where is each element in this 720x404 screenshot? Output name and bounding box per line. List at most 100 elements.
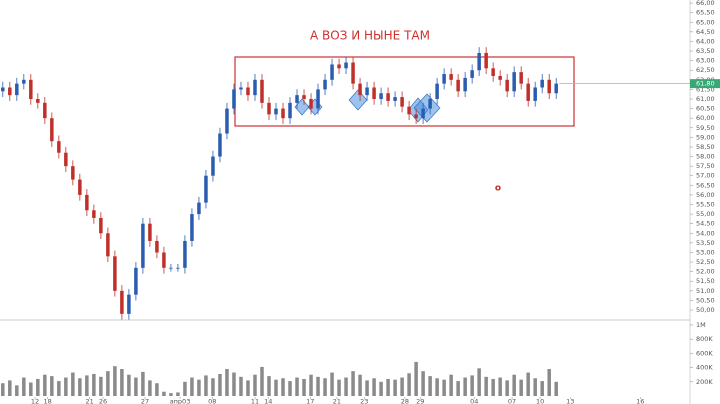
candle-body [211, 156, 215, 176]
volume-bar [260, 366, 264, 396]
candle-body [456, 79, 460, 92]
candle-body [323, 79, 327, 90]
volume-bar [372, 378, 376, 396]
candle-body [351, 62, 355, 84]
candle-body [50, 118, 54, 142]
candle-body [36, 98, 40, 103]
candle-body [64, 152, 68, 167]
volume-bar [428, 376, 432, 396]
volume-bar [176, 392, 180, 396]
y-tick-label: 63,00 [696, 57, 715, 65]
volume-tick-label: 1M [696, 321, 706, 329]
volume-bar [232, 372, 236, 396]
diamond [413, 93, 441, 123]
volume-tick-label: 800K [696, 335, 713, 343]
volume-bar [498, 377, 502, 396]
candle-body [393, 97, 397, 101]
y-tick-label: 56,00 [696, 191, 715, 199]
y-tick-label: 60,50 [696, 105, 715, 113]
candle-body [407, 106, 411, 115]
volume-bar [302, 378, 306, 396]
x-tick-label: 27 [141, 398, 149, 404]
candle-body [442, 74, 446, 84]
candle-body [498, 75, 502, 80]
x-tick-label: 28 [401, 398, 409, 404]
y-tick-label: 61,00 [696, 95, 715, 103]
candle-body [134, 267, 138, 295]
volume-bar [323, 378, 327, 396]
y-tick-label: 50,00 [696, 306, 715, 314]
volume-bar [365, 380, 369, 396]
x-tick-label: 13 [566, 398, 574, 404]
volume-bar [449, 374, 453, 396]
candle-body [358, 83, 362, 96]
volume-bar [113, 366, 117, 396]
y-tick-label: 57,50 [696, 162, 715, 170]
volume-bar [386, 378, 390, 396]
candle-body [190, 214, 194, 241]
volume-bar [519, 379, 523, 396]
volume-bar [29, 382, 33, 396]
volume-bar [85, 375, 89, 396]
candle-body [421, 108, 425, 119]
volume-bar [190, 377, 194, 396]
volume-bar [400, 377, 404, 396]
candle-body [281, 108, 285, 119]
candle-body [71, 166, 75, 180]
volume-bar [554, 381, 558, 396]
candle-body [155, 240, 159, 253]
y-tick-label: 64,50 [696, 28, 715, 36]
candle-body [85, 194, 89, 211]
y-tick-label: 64,00 [696, 37, 715, 45]
candle-body [372, 87, 376, 99]
y-tick-label: 66,00 [696, 0, 715, 7]
y-tick-label: 58,00 [696, 153, 715, 161]
candle-body [176, 267, 180, 269]
volume-bar [491, 378, 495, 396]
volume-bar [295, 377, 299, 396]
annotation: o [495, 184, 501, 194]
y-tick-label: 51,50 [696, 277, 715, 285]
candle-body [120, 290, 124, 314]
volume-bar [421, 371, 425, 396]
volume-bar [22, 377, 26, 396]
volume-bar [274, 379, 278, 396]
y-tick-label: 63,50 [696, 47, 715, 55]
volume-bar [43, 374, 47, 396]
volume-bar [505, 380, 509, 396]
candle-body [246, 87, 250, 96]
volume-bar [393, 379, 397, 396]
candle-body [379, 93, 383, 99]
candle-body [435, 83, 439, 99]
candle-body [92, 210, 96, 218]
candle-body [78, 179, 82, 195]
candle-body [267, 102, 271, 115]
candle-body [57, 141, 61, 153]
candle-body [400, 97, 404, 107]
diamond [348, 89, 368, 111]
volume-bar [64, 377, 68, 396]
candle-body [386, 93, 390, 101]
candle-body [274, 108, 278, 115]
volume-bar [99, 376, 103, 396]
y-tick-label: 50,50 [696, 296, 715, 304]
candle-body [526, 83, 530, 101]
volume-bar [57, 381, 61, 396]
volume-bar [148, 380, 152, 396]
candle-body [253, 79, 257, 96]
candle-body [344, 62, 348, 69]
y-tick-label: 60,00 [696, 114, 715, 122]
volume-bar [414, 361, 418, 396]
volume-bar [484, 376, 488, 396]
candle-body [8, 87, 12, 96]
candle-body [99, 217, 103, 234]
volume-bar [155, 383, 159, 396]
x-tick-label: апр03 [170, 398, 191, 404]
candle-body [505, 79, 509, 92]
candle-body [491, 68, 495, 76]
volume-bar [309, 374, 313, 396]
candle-body [316, 89, 320, 109]
volume-tick-label: 200K [696, 378, 713, 386]
volume-bar [1, 383, 5, 396]
